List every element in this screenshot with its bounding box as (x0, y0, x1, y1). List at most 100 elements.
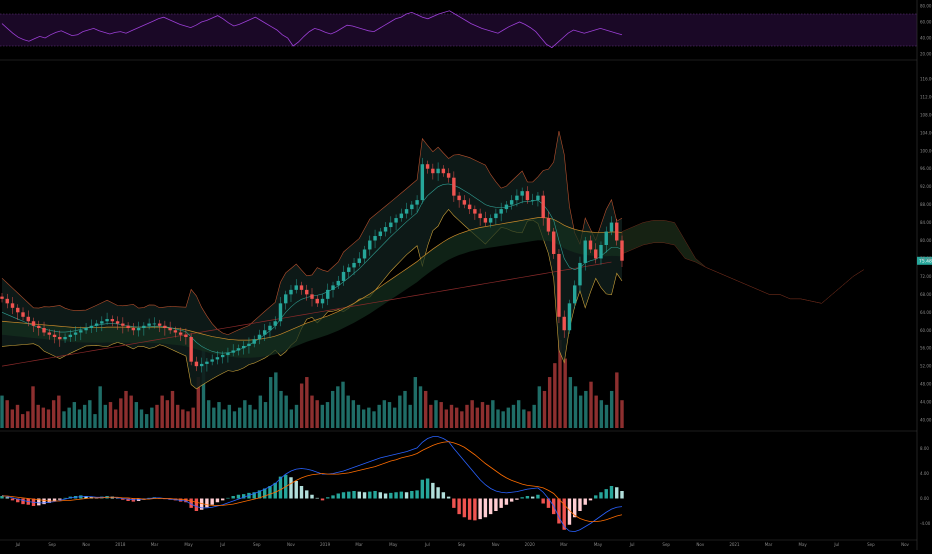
candle (315, 298, 319, 304)
volume-bar (299, 383, 304, 428)
candle (215, 357, 220, 360)
candle (504, 204, 509, 210)
price-tick-label: 84.00 (920, 220, 932, 225)
volume-bar (620, 400, 624, 428)
price-tick-label: 96.00 (920, 166, 932, 171)
volume-bar (480, 402, 485, 428)
volume-bar (186, 411, 190, 428)
candle (100, 321, 104, 324)
price-tick-label: 100.00 (920, 148, 932, 153)
macd-histogram-bar (609, 486, 614, 499)
volume-bar (144, 414, 149, 428)
candle (42, 328, 46, 333)
macd-histogram-bar (536, 494, 540, 499)
macd-histogram-bar (205, 498, 209, 508)
time-tick-label: Sep (458, 542, 466, 547)
candle (415, 200, 419, 205)
macd-histogram-bar (420, 479, 425, 499)
volume-bar (537, 386, 542, 428)
candle (452, 177, 456, 196)
volume-bar (403, 390, 407, 428)
macd-histogram-bar (16, 498, 20, 503)
candle (178, 332, 183, 335)
time-tick-label: Mar (151, 542, 159, 547)
candle (194, 361, 199, 367)
time-tick-label: Sep (253, 542, 261, 547)
volume-bar (413, 377, 418, 428)
time-tick-label: 2020 (525, 542, 536, 547)
macd-histogram-bar (326, 497, 330, 499)
volume-bar (88, 400, 92, 428)
volume-bar (325, 402, 330, 428)
candle (352, 262, 356, 268)
candle (436, 168, 440, 174)
candle (404, 209, 409, 214)
volume-bar (356, 404, 361, 428)
candle (551, 231, 556, 254)
time-tick-label: Nov (287, 542, 295, 547)
macd-histogram-bar (241, 494, 246, 499)
volume-bar (527, 411, 531, 428)
volume-bar (609, 390, 614, 428)
macd-histogram-bar (373, 491, 377, 499)
macd-histogram-bar (231, 496, 235, 499)
macd-histogram-bar (615, 487, 619, 499)
time-tick-label: Jul (629, 542, 635, 547)
candle (530, 200, 535, 201)
price-tick-label: 112.00 (920, 94, 932, 99)
candle (21, 312, 25, 317)
volume-bar (274, 372, 278, 428)
candle (478, 213, 482, 219)
candle (210, 359, 214, 362)
candle (425, 164, 430, 169)
candle (557, 253, 561, 317)
price-tick-label: 44.00 (920, 400, 932, 405)
candle (394, 218, 398, 223)
candle (58, 336, 62, 340)
macd-tick-label: 4.00 (920, 471, 929, 476)
rsi-tick-label: 60.00 (920, 20, 932, 25)
volume-bar (10, 409, 15, 428)
time-tick-label: Jul (219, 542, 225, 547)
volume-bar (558, 340, 562, 428)
volume-bar (454, 407, 459, 428)
candle (278, 303, 283, 322)
volume-bar (36, 404, 40, 428)
macd-histogram-bar (341, 492, 346, 499)
macd-histogram-bar (199, 498, 204, 510)
macd-histogram-bar (594, 495, 598, 499)
price-tick-label: 40.00 (920, 418, 932, 423)
price-tick-label: 88.00 (920, 202, 932, 207)
candle (499, 209, 503, 214)
volume-bar (460, 411, 464, 428)
macd-histogram-bar (567, 498, 572, 525)
macd-histogram-bar (483, 498, 488, 518)
candle (10, 303, 15, 308)
time-tick-label: Jul (424, 542, 430, 547)
volume-bar (491, 400, 495, 428)
candle (562, 316, 566, 331)
price-tick-label: 108.00 (920, 112, 932, 117)
macd-histogram-bar (294, 481, 298, 499)
macd-histogram-bar (362, 492, 367, 499)
volume-bar (506, 407, 511, 428)
volume-bar (232, 411, 237, 428)
macd-histogram-bar (189, 498, 193, 508)
volume-bar (346, 395, 350, 428)
macd-histogram-bar (121, 498, 125, 500)
volume-bar (439, 402, 443, 428)
volume-bar (103, 404, 108, 428)
candle (163, 325, 167, 329)
volume-bar (82, 404, 87, 428)
macd-histogram-bar (546, 498, 551, 508)
candle (220, 354, 225, 358)
price-tick-label: 92.00 (920, 184, 932, 189)
candle (47, 332, 51, 335)
macd-histogram-bar (257, 490, 262, 499)
macd-histogram-bar (441, 492, 446, 499)
candle (583, 240, 587, 263)
macd-histogram-bar (389, 492, 393, 499)
